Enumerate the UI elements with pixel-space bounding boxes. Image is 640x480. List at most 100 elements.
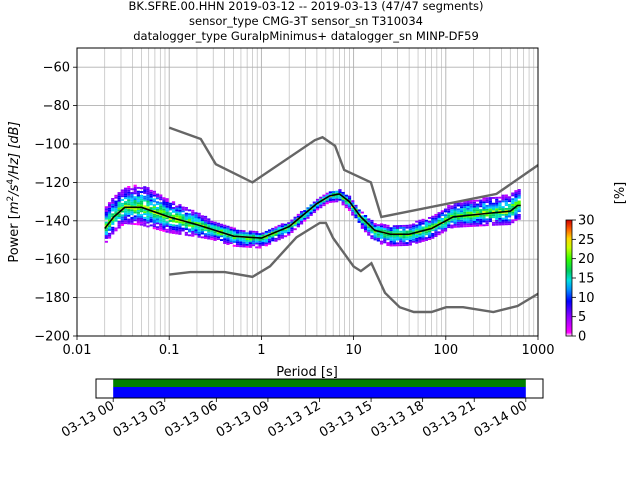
median-curve bbox=[104, 193, 521, 239]
density-cell bbox=[200, 236, 204, 239]
density-cell bbox=[178, 204, 182, 207]
density-cell bbox=[431, 234, 435, 237]
density-cell bbox=[219, 233, 224, 236]
density-cell bbox=[111, 228, 115, 231]
density-cell bbox=[187, 224, 192, 227]
density-cell bbox=[191, 221, 195, 224]
density-cell bbox=[315, 208, 320, 211]
density-cell bbox=[402, 226, 406, 229]
density-cell bbox=[267, 239, 272, 241]
density-cell bbox=[248, 242, 252, 245]
density-cell bbox=[203, 223, 208, 226]
density-cell bbox=[491, 196, 496, 199]
density-cell bbox=[469, 217, 473, 220]
density-cell bbox=[373, 232, 377, 235]
density-cell bbox=[255, 240, 259, 243]
density-cell bbox=[450, 226, 454, 229]
density-cell bbox=[120, 195, 124, 198]
density-cell bbox=[367, 229, 371, 232]
density-cell bbox=[181, 206, 185, 209]
density-cell bbox=[175, 217, 179, 220]
density-cell bbox=[191, 211, 195, 214]
density-cell bbox=[104, 233, 108, 236]
density-cell bbox=[152, 221, 156, 224]
density-cell bbox=[482, 216, 486, 219]
density-cell bbox=[399, 234, 403, 237]
density-cell bbox=[501, 200, 505, 203]
density-cell bbox=[159, 194, 163, 197]
density-cell bbox=[338, 189, 342, 192]
density-cell bbox=[264, 232, 268, 235]
density-cell bbox=[367, 222, 371, 225]
density-cell bbox=[456, 223, 460, 226]
density-cell bbox=[405, 242, 409, 245]
density-cell bbox=[197, 218, 201, 221]
density-cell bbox=[232, 237, 236, 240]
density-cell bbox=[178, 221, 182, 224]
density-cell bbox=[443, 229, 448, 232]
density-cell bbox=[434, 231, 438, 234]
density-cell bbox=[139, 191, 144, 193]
density-cell bbox=[162, 201, 166, 204]
density-cell bbox=[210, 224, 214, 227]
density-cell bbox=[168, 229, 172, 232]
density-cell bbox=[136, 194, 140, 197]
density-cell bbox=[191, 227, 195, 230]
density-cell bbox=[136, 202, 140, 205]
density-cell bbox=[299, 218, 304, 221]
density-cell bbox=[175, 211, 179, 214]
density-cell bbox=[507, 215, 512, 218]
density-cell bbox=[306, 216, 310, 219]
density-cell bbox=[175, 219, 179, 221]
density-cell bbox=[427, 216, 432, 219]
density-cell bbox=[139, 221, 144, 224]
density-cell bbox=[261, 240, 265, 243]
density-cell bbox=[194, 221, 198, 224]
density-cell bbox=[495, 196, 499, 199]
density-cell bbox=[431, 229, 435, 232]
density-cell bbox=[450, 215, 454, 217]
density-cell bbox=[479, 211, 483, 213]
density-cell bbox=[517, 208, 521, 211]
density-cell bbox=[485, 201, 489, 204]
density-cell bbox=[107, 225, 112, 228]
density-cell bbox=[469, 203, 473, 206]
density-cell bbox=[399, 236, 403, 239]
density-cell bbox=[104, 223, 108, 226]
density-cell bbox=[405, 244, 409, 246]
density-cell bbox=[482, 220, 486, 223]
density-cell bbox=[232, 241, 236, 243]
density-cell bbox=[242, 233, 246, 236]
density-cell bbox=[171, 203, 176, 206]
density-cell bbox=[485, 210, 489, 213]
density-cell bbox=[261, 243, 265, 246]
density-cell bbox=[424, 233, 428, 236]
density-cell bbox=[363, 226, 368, 229]
y-tick-label: −60 bbox=[43, 61, 70, 76]
density-cell bbox=[162, 206, 166, 209]
density-cell bbox=[159, 196, 163, 199]
density-cell bbox=[491, 216, 496, 219]
density-cell bbox=[139, 202, 144, 205]
density-cell bbox=[421, 222, 425, 225]
density-cell bbox=[488, 197, 492, 200]
density-cell bbox=[376, 237, 380, 240]
density-cell bbox=[267, 229, 272, 232]
density-cell bbox=[511, 192, 515, 195]
density-cell bbox=[491, 204, 496, 207]
density-cell bbox=[251, 230, 256, 233]
density-cell bbox=[242, 237, 246, 240]
density-cell bbox=[376, 233, 380, 236]
density-cell bbox=[418, 221, 422, 224]
density-cell bbox=[338, 198, 342, 201]
density-cell bbox=[213, 233, 217, 236]
x-tick-label: 0.1 bbox=[159, 343, 180, 358]
density-cell bbox=[104, 236, 108, 239]
density-cell bbox=[136, 196, 140, 199]
density-cell bbox=[149, 214, 153, 217]
density-cell bbox=[191, 213, 195, 216]
density-cell bbox=[379, 233, 384, 235]
density-cell bbox=[184, 233, 188, 236]
density-cell bbox=[293, 224, 297, 227]
density-cell bbox=[223, 240, 227, 243]
